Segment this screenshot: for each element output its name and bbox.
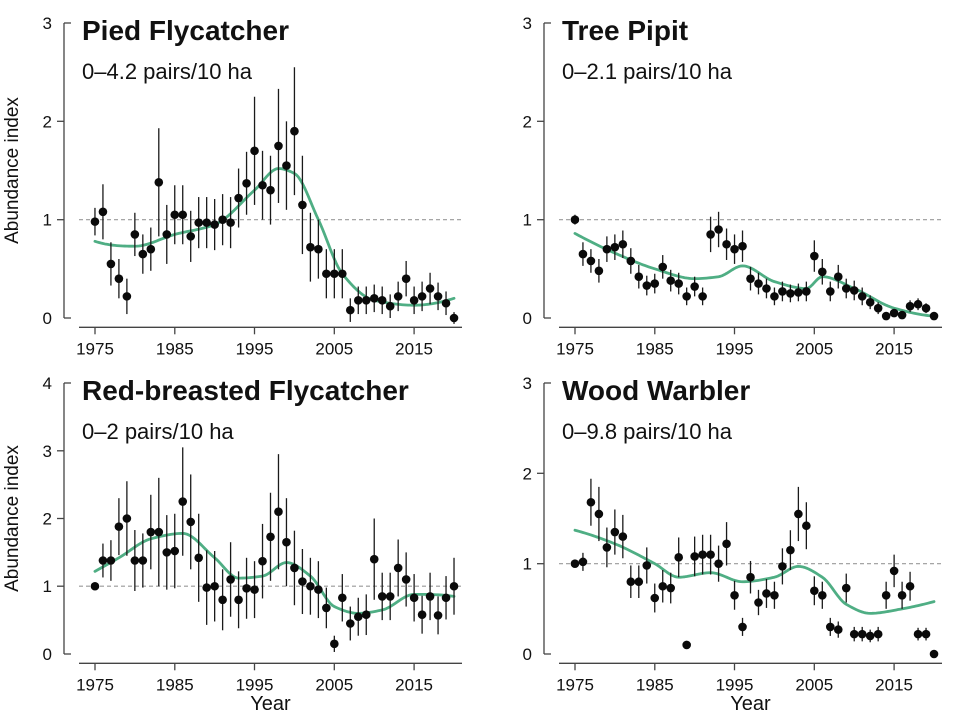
svg-text:3: 3 bbox=[43, 442, 52, 461]
svg-text:3: 3 bbox=[43, 14, 52, 33]
svg-text:2: 2 bbox=[43, 112, 52, 131]
svg-text:Year: Year bbox=[250, 693, 291, 715]
svg-text:1995: 1995 bbox=[236, 339, 274, 358]
svg-text:Wood Warbler: Wood Warbler bbox=[562, 375, 750, 406]
svg-text:4: 4 bbox=[43, 374, 52, 393]
svg-text:2005: 2005 bbox=[795, 675, 833, 694]
svg-text:0: 0 bbox=[43, 645, 52, 664]
svg-text:2005: 2005 bbox=[795, 339, 833, 358]
svg-text:2015: 2015 bbox=[395, 675, 433, 694]
svg-text:1985: 1985 bbox=[636, 339, 674, 358]
svg-text:Abundance index: Abundance index bbox=[2, 97, 23, 244]
svg-text:1: 1 bbox=[523, 555, 532, 574]
svg-text:1975: 1975 bbox=[76, 675, 114, 694]
svg-text:0: 0 bbox=[523, 309, 532, 328]
svg-text:2015: 2015 bbox=[875, 339, 913, 358]
svg-text:2: 2 bbox=[523, 112, 532, 131]
svg-text:2015: 2015 bbox=[875, 675, 913, 694]
svg-text:0: 0 bbox=[523, 645, 532, 664]
svg-text:1975: 1975 bbox=[556, 339, 594, 358]
svg-text:1995: 1995 bbox=[716, 675, 754, 694]
svg-text:1975: 1975 bbox=[76, 339, 114, 358]
svg-text:1: 1 bbox=[43, 211, 52, 230]
svg-text:1985: 1985 bbox=[156, 339, 194, 358]
svg-text:2005: 2005 bbox=[315, 339, 353, 358]
svg-text:Pied Flycatcher: Pied Flycatcher bbox=[82, 15, 289, 46]
svg-text:1975: 1975 bbox=[556, 675, 594, 694]
svg-text:1985: 1985 bbox=[636, 675, 674, 694]
svg-text:0: 0 bbox=[43, 309, 52, 328]
svg-text:2015: 2015 bbox=[395, 339, 433, 358]
svg-text:1985: 1985 bbox=[156, 675, 194, 694]
svg-text:1: 1 bbox=[43, 577, 52, 596]
svg-text:2: 2 bbox=[523, 464, 532, 483]
svg-text:3: 3 bbox=[523, 14, 532, 33]
svg-text:0–9.8 pairs/10 ha: 0–9.8 pairs/10 ha bbox=[562, 419, 733, 444]
svg-text:Abundance index: Abundance index bbox=[2, 445, 23, 592]
svg-text:0–2 pairs/10 ha: 0–2 pairs/10 ha bbox=[82, 419, 234, 444]
svg-text:Red-breasted Flycatcher: Red-breasted Flycatcher bbox=[82, 375, 409, 406]
svg-text:0–4.2 pairs/10 ha: 0–4.2 pairs/10 ha bbox=[82, 59, 253, 84]
svg-text:2005: 2005 bbox=[315, 675, 353, 694]
svg-text:Year: Year bbox=[730, 693, 771, 715]
svg-text:3: 3 bbox=[523, 374, 532, 393]
svg-text:Tree Pipit: Tree Pipit bbox=[562, 15, 688, 46]
svg-text:1995: 1995 bbox=[716, 339, 754, 358]
svg-text:1995: 1995 bbox=[236, 675, 274, 694]
svg-text:1: 1 bbox=[523, 211, 532, 230]
svg-text:2: 2 bbox=[43, 510, 52, 529]
svg-text:0–2.1 pairs/10 ha: 0–2.1 pairs/10 ha bbox=[562, 59, 733, 84]
